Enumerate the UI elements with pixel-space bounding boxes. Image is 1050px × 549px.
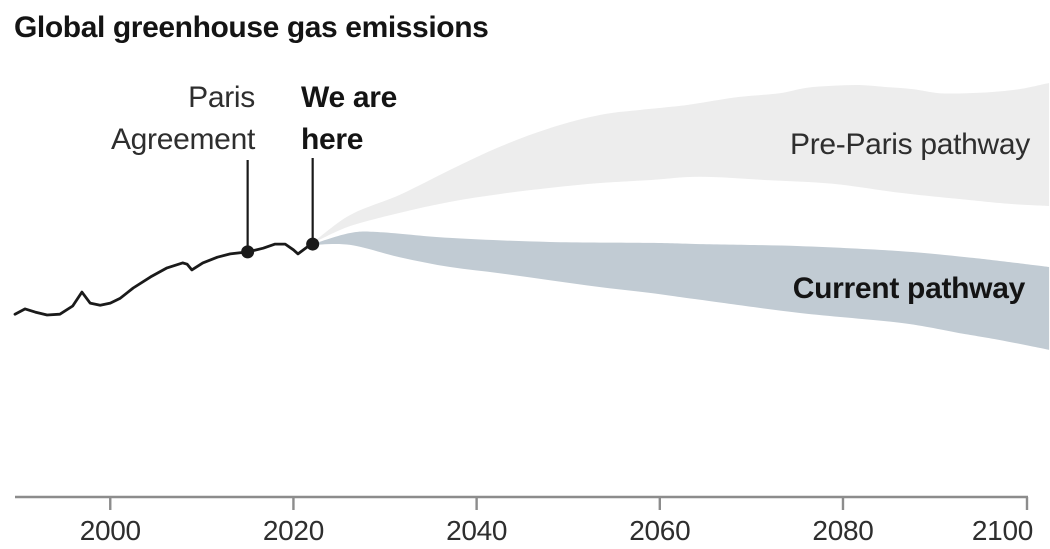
current-band xyxy=(312,231,1050,350)
paris-annotation-line2: Agreement xyxy=(110,123,255,156)
x-tick-label: 2100 xyxy=(972,515,1033,546)
x-tick-label: 2000 xyxy=(80,515,141,546)
x-tick-label: 2020 xyxy=(263,515,324,546)
x-tick-label: 2040 xyxy=(446,515,507,546)
historical-emissions-line xyxy=(13,242,315,317)
we-are-here-annotation: We are here xyxy=(301,77,397,161)
here-annotation-line2: here xyxy=(301,123,364,156)
we-are-here-dot xyxy=(306,237,320,251)
pre-paris-pathway-label: Pre-Paris pathway xyxy=(790,128,1030,161)
x-tick-label: 2060 xyxy=(629,515,690,546)
paris-annotation-line1: Paris xyxy=(188,81,255,114)
paris-agreement-annotation: Paris Agreement xyxy=(111,77,255,161)
chart-title: Global greenhouse gas emissions xyxy=(14,11,489,44)
pre_paris-band xyxy=(297,83,1050,248)
x-tick-label: 2080 xyxy=(812,515,873,546)
paris-agreement-dot xyxy=(241,245,255,259)
here-annotation-line1: We are xyxy=(301,81,398,114)
current-pathway-label: Current pathway xyxy=(792,272,1026,305)
